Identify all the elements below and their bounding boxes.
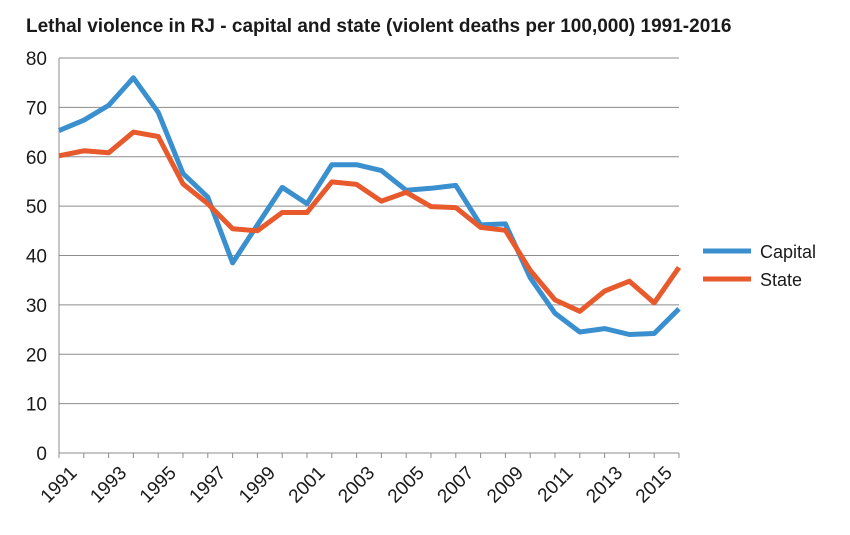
y-tick-label: 20 xyxy=(26,345,47,366)
y-axis-ticks: 0 10 20 30 40 50 60 70 80 xyxy=(26,49,47,465)
y-tick-label: 50 xyxy=(26,197,47,218)
x-tick-label: 1997 xyxy=(186,463,231,508)
x-tick-label: 2013 xyxy=(582,463,627,508)
x-tick-label: 2015 xyxy=(632,463,677,508)
x-axis-ticks: 1991 1993 1995 1997 1999 2001 2003 2005 2007 2009… xyxy=(37,463,677,508)
axes xyxy=(58,58,680,458)
x-tick-label: 2005 xyxy=(384,463,429,508)
series-lines xyxy=(58,75,682,337)
y-tick-label: 0 xyxy=(36,444,47,465)
y-tick-label: 40 xyxy=(26,247,47,268)
gridlines xyxy=(59,57,679,454)
y-tick-label: 60 xyxy=(26,148,47,169)
x-tick-label: 2009 xyxy=(483,463,528,508)
y-tick-label: 10 xyxy=(26,395,47,416)
series-line-capital xyxy=(58,75,681,337)
x-tick-label: 2001 xyxy=(285,463,330,508)
x-tick-label: 2007 xyxy=(434,463,479,508)
legend: Capital State xyxy=(703,242,816,290)
y-tick-label: 30 xyxy=(26,296,47,317)
y-tick-label: 80 xyxy=(26,49,47,70)
x-tick-label: 1991 xyxy=(37,463,82,508)
x-tick-label: 2003 xyxy=(334,463,379,508)
chart-title: Lethal violence in RJ - capital and stat… xyxy=(26,16,732,37)
y-tick-label: 70 xyxy=(26,98,47,119)
x-tick-label: 2011 xyxy=(534,463,578,507)
series-line-state xyxy=(58,129,682,314)
legend-label-capital: Capital xyxy=(760,242,816,262)
x-tick-label: 1999 xyxy=(235,463,280,508)
legend-label-state: State xyxy=(760,270,802,290)
x-tick-label: 1995 xyxy=(136,463,181,508)
x-tick-label: 1993 xyxy=(86,463,131,508)
